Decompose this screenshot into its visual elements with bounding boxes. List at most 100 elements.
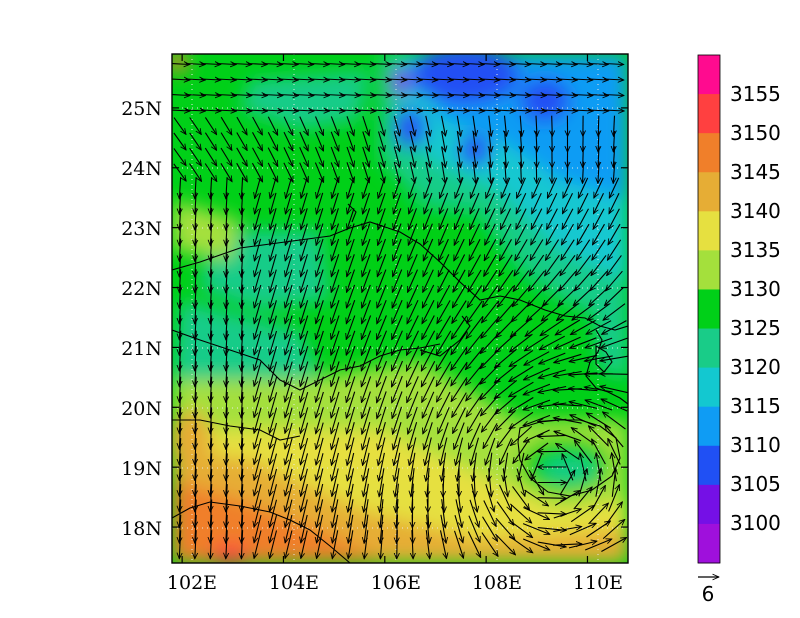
wind-vector [531, 192, 542, 214]
wind-vector [394, 437, 401, 466]
wind-vector [210, 361, 211, 386]
wind-vector [340, 64, 360, 65]
wind-vector [495, 409, 516, 431]
wind-vector [468, 422, 481, 449]
wind-vector [482, 300, 499, 323]
wind-vector [510, 110, 531, 111]
wind-vector [609, 208, 620, 230]
wind-vector [592, 439, 606, 465]
wind-vector [172, 110, 190, 111]
wind-vector [285, 300, 293, 323]
wind-vector [347, 406, 356, 434]
wind-vector [546, 208, 558, 230]
wind-vector [408, 223, 418, 246]
wind-vector [340, 95, 361, 96]
wind-vector [480, 332, 501, 353]
wind-vector [408, 422, 418, 450]
wind-vector [380, 483, 384, 513]
wind-vector [393, 146, 399, 168]
wind-vector [377, 299, 387, 324]
wind-vector [495, 79, 516, 80]
wind-vector [603, 95, 624, 96]
wind-vector [471, 437, 480, 466]
wind-vector [195, 315, 196, 339]
wind-vector [331, 406, 340, 434]
wind-vector [348, 483, 354, 512]
wind-vector [587, 303, 610, 320]
wind-vector [570, 319, 596, 334]
wind-vector [523, 383, 551, 395]
wind-vector [314, 146, 324, 167]
wind-vector [331, 437, 340, 466]
wind-vector [379, 468, 385, 496]
wind-vector [448, 110, 469, 111]
wind-vector [361, 361, 372, 387]
wind-vector [241, 223, 242, 246]
wind-vector [316, 300, 324, 323]
wind-vector [331, 422, 340, 449]
wind-vector [576, 239, 591, 261]
wind-vector [509, 397, 534, 413]
wind-vector [601, 337, 628, 348]
wind-vector [453, 238, 465, 261]
wind-vector [371, 110, 391, 111]
wind-vector [195, 361, 196, 386]
wind-vector [495, 395, 517, 415]
wind-vector [406, 330, 419, 356]
wind-vector [405, 345, 420, 371]
wind-vector [471, 483, 478, 512]
wind-vector [254, 315, 262, 340]
wind-vector [433, 79, 454, 80]
wind-vector [391, 315, 403, 339]
wind-vector [362, 238, 371, 261]
wind-vector [332, 452, 339, 481]
wind-vector [455, 499, 462, 527]
wind-vector [301, 238, 308, 261]
wind-vector [392, 269, 403, 293]
wind-vector [355, 110, 376, 111]
wind-vector [300, 391, 309, 418]
wind-vector [421, 345, 436, 371]
wind-vector [437, 254, 450, 276]
wind-vector [195, 530, 196, 559]
wind-vector [269, 376, 278, 402]
wind-vector [270, 254, 277, 276]
wind-vector [498, 484, 513, 511]
wind-vector [255, 192, 262, 214]
wind-vector [226, 484, 227, 512]
wind-vector [262, 95, 283, 96]
wind-vector [226, 407, 227, 433]
wind-vector [285, 438, 293, 465]
wind-vector [346, 315, 356, 340]
colorbar-label: 3105 [730, 472, 781, 496]
y-tick-label: 25N [121, 98, 162, 120]
wind-vector [425, 161, 430, 183]
wind-vector [364, 483, 369, 512]
wind-vector [574, 440, 593, 464]
wind-vector [484, 192, 496, 214]
wind-vector [252, 132, 263, 150]
wind-vector [346, 391, 356, 419]
wind-vector [355, 95, 376, 96]
wind-vector [571, 428, 596, 445]
wind-vector [220, 132, 232, 151]
wind-vector [254, 484, 262, 511]
wind-vector [474, 468, 475, 497]
wind-vector [377, 254, 387, 276]
colorbar-label: 3150 [730, 121, 781, 145]
wind-vector [301, 208, 308, 229]
wind-vector [172, 79, 190, 80]
wind-vector [195, 177, 196, 199]
wind-vector [241, 376, 243, 403]
wind-vector [473, 131, 476, 152]
wind-vector [210, 192, 211, 215]
wind-vector [593, 208, 605, 230]
wind-vector [378, 223, 386, 246]
wind-vector [226, 345, 227, 371]
wind-vector [524, 489, 549, 506]
wind-vector [553, 418, 582, 424]
wind-vector [210, 299, 211, 324]
wind-vector [449, 79, 469, 80]
wind-vector [362, 254, 371, 276]
wind-vector [270, 223, 277, 246]
